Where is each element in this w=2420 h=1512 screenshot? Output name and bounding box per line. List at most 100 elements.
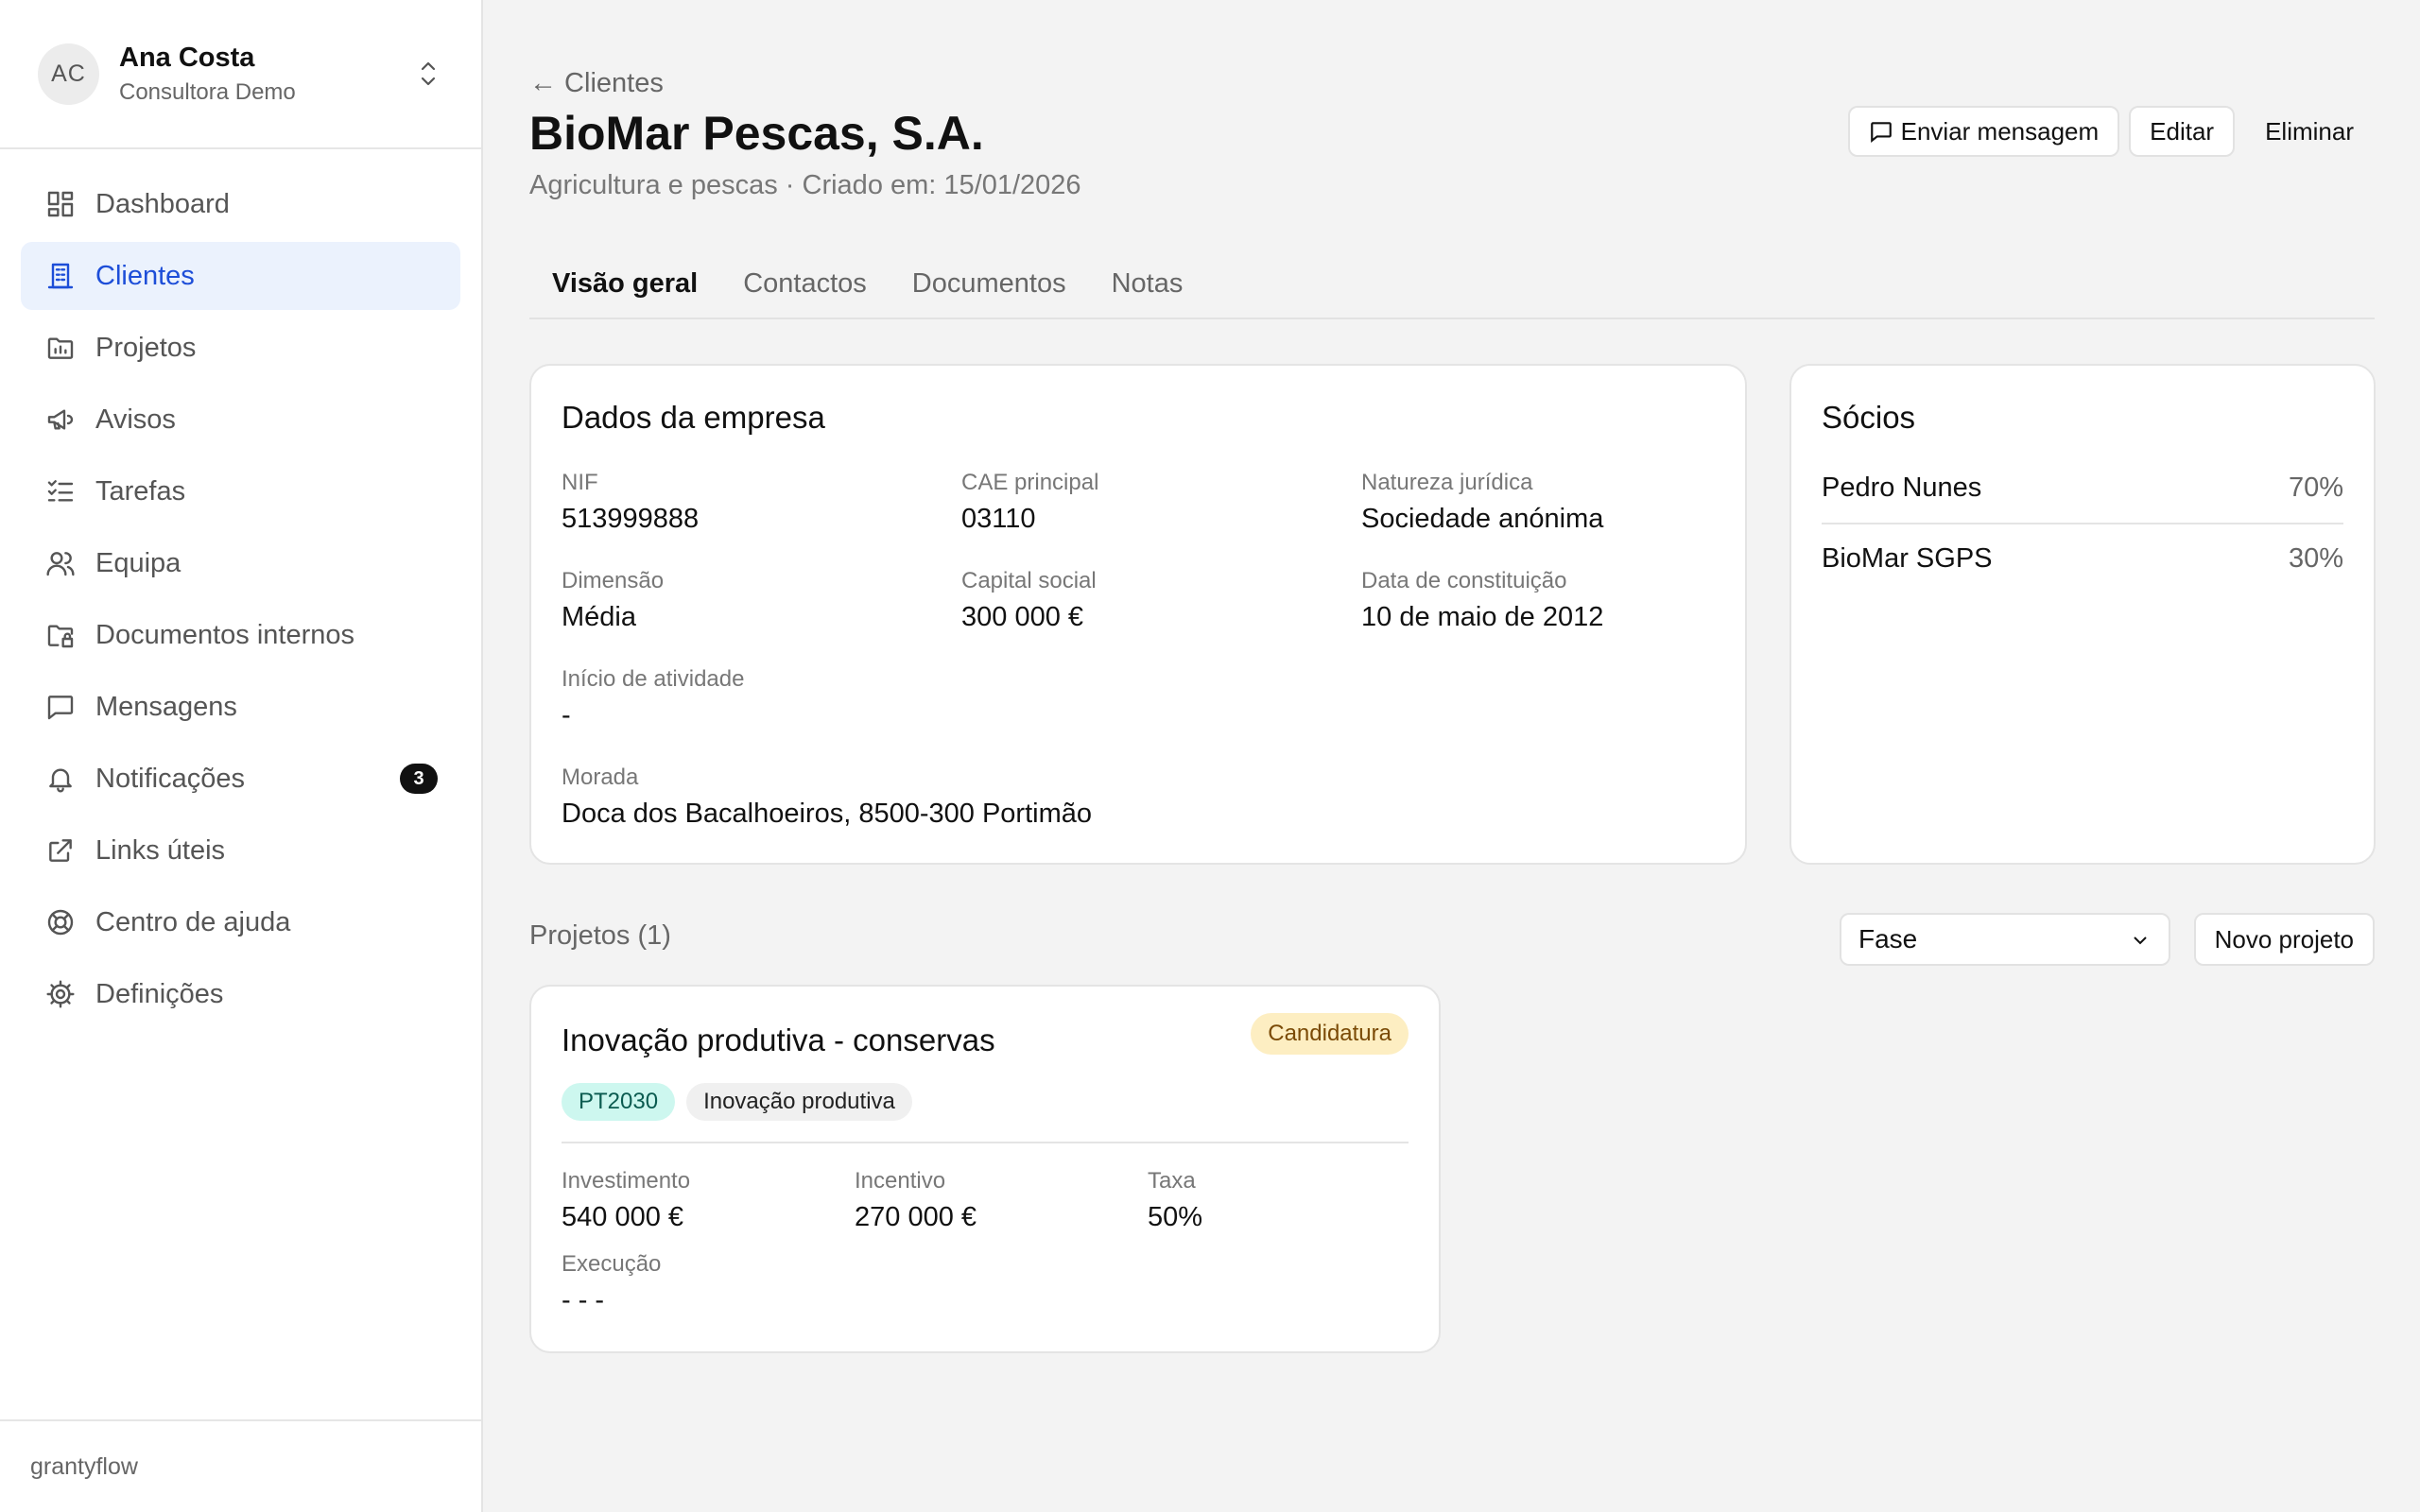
sidebar-item-centro-de-ajuda[interactable]: Centro de ajuda	[21, 888, 460, 956]
partner-row: BioMar SGPS 30%	[1822, 523, 2343, 593]
chevron-up-down-icon[interactable]	[417, 57, 440, 91]
sidebar-item-avisos[interactable]: Avisos	[21, 386, 460, 454]
account-role: Consultora Demo	[119, 78, 296, 105]
gear-icon	[45, 979, 76, 1009]
sidebar-item-tarefas[interactable]: Tarefas	[21, 457, 460, 525]
sidebar-item-label: Equipa	[95, 547, 182, 578]
field-value: 540 000 €	[562, 1202, 684, 1232]
sidebar-item-dashboard[interactable]: Dashboard	[21, 170, 460, 238]
folder-lock-icon	[45, 620, 76, 650]
field-investment: Investimento 540 000 €	[562, 1168, 690, 1233]
edit-button[interactable]: Editar	[2129, 106, 2236, 157]
project-title: Inovação produtiva - conservas	[562, 1022, 995, 1057]
field-label: Natureza jurídica	[1361, 470, 1533, 495]
field-value: 03110	[961, 504, 1036, 534]
field-value: Doca dos Bacalhoeiros, 8500-300 Portimão	[562, 799, 1092, 829]
users-icon	[45, 548, 76, 578]
dashboard-icon	[45, 189, 76, 219]
field-label: Capital social	[961, 568, 1097, 593]
sidebar-item-documentos-internos[interactable]: Documentos internos	[21, 601, 460, 669]
header-actions: Enviar mensagem Editar Eliminar	[1847, 106, 2375, 157]
sidebar-item-label: Tarefas	[95, 475, 186, 507]
sidebar-item-label: Projetos	[95, 332, 197, 363]
field-start: Início de atividade -	[562, 666, 744, 731]
tab-bar: Visão geral Contactos Documentos Notas	[529, 255, 2375, 319]
sidebar-item-label: Centro de ajuda	[95, 906, 291, 937]
field-label: Incentivo	[855, 1168, 946, 1194]
field-value: 10 de maio de 2012	[1361, 602, 1604, 632]
card-title: Dados da empresa	[562, 400, 825, 435]
new-project-button[interactable]: Novo projeto	[2193, 913, 2375, 966]
field-address: Morada Doca dos Bacalhoeiros, 8500-300 P…	[562, 765, 1092, 830]
building-icon	[45, 261, 76, 291]
field-label: Morada	[562, 765, 639, 790]
send-message-button[interactable]: Enviar mensagem	[1847, 106, 2120, 157]
card-title: Sócios	[1822, 400, 1916, 435]
field-nif: NIF 513999888	[562, 470, 699, 535]
notification-count-badge: 3	[400, 764, 438, 794]
field-founded: Data de constituição 10 de maio de 2012	[1361, 568, 1603, 633]
field-label: Início de atividade	[562, 666, 745, 692]
field-value: -	[562, 700, 571, 730]
bell-icon	[45, 764, 76, 794]
divider	[562, 1142, 1409, 1143]
field-value: 300 000 €	[961, 602, 1084, 632]
send-message-label: Enviar mensagem	[1900, 116, 2100, 146]
tab-visao-geral[interactable]: Visão geral	[552, 268, 699, 299]
tab-notas[interactable]: Notas	[1111, 268, 1184, 299]
message-icon	[1870, 122, 1892, 144]
sidebar-item-label: Clientes	[95, 260, 195, 291]
chevron-down-icon	[2134, 936, 2147, 945]
field-label: CAE principal	[961, 470, 1099, 495]
phase-badge: Candidatura	[1251, 1013, 1409, 1055]
field-size: Dimensão Média	[562, 568, 664, 633]
sidebar-item-clientes[interactable]: Clientes	[21, 242, 460, 310]
sidebar-nav: Dashboard Clientes Projetos Avisos Taref…	[0, 149, 481, 1028]
field-incentive: Incentivo 270 000 €	[855, 1168, 977, 1233]
field-value: Sociedade anónima	[1361, 504, 1604, 534]
delete-button[interactable]: Eliminar	[2244, 106, 2375, 157]
sidebar-item-label: Links úteis	[95, 834, 226, 866]
sidebar-item-definicoes[interactable]: Definições	[21, 960, 460, 1028]
folder-chart-icon	[45, 333, 76, 363]
sidebar-item-equipa[interactable]: Equipa	[21, 529, 460, 597]
field-cae: CAE principal 03110	[961, 470, 1098, 535]
phase-filter-select[interactable]: Fase	[1840, 913, 2170, 966]
partner-name: Pedro Nunes	[1822, 472, 1982, 503]
field-label: Investimento	[562, 1168, 691, 1194]
projects-header: Projetos (1) Fase Novo projeto	[529, 913, 2375, 966]
account-name: Ana Costa	[119, 42, 255, 73]
partner-name: BioMar SGPS	[1822, 542, 1993, 574]
sidebar-item-label: Notificações	[95, 763, 245, 794]
brand-logo: grantyflow	[0, 1419, 481, 1512]
program-tag: PT2030	[562, 1083, 676, 1121]
tab-documentos[interactable]: Documentos	[911, 268, 1066, 299]
breadcrumb-back-link[interactable]: ← Clientes	[529, 68, 664, 98]
account-switcher[interactable]: AC Ana Costa Consultora Demo	[0, 0, 481, 149]
sidebar: AC Ana Costa Consultora Demo Dashboard C…	[0, 0, 483, 1512]
field-label: Dimensão	[562, 568, 665, 593]
field-value: 50%	[1148, 1202, 1203, 1232]
message-icon	[45, 692, 76, 722]
avatar: AC	[38, 43, 99, 105]
tab-contactos[interactable]: Contactos	[743, 268, 867, 299]
sidebar-item-mensagens[interactable]: Mensagens	[21, 673, 460, 741]
partner-row: Pedro Nunes 70%	[1822, 453, 2343, 523]
field-label: NIF	[562, 470, 598, 495]
field-capital: Capital social 300 000 €	[961, 568, 1097, 633]
page-title: BioMar Pescas, S.A.	[529, 107, 984, 160]
project-card[interactable]: Inovação produtiva - conservas Candidatu…	[529, 985, 1441, 1353]
field-execution: Execução - - -	[562, 1251, 661, 1316]
sidebar-item-label: Mensagens	[95, 691, 237, 722]
projects-title: Projetos (1)	[529, 920, 671, 951]
sidebar-item-label: Dashboard	[95, 188, 230, 219]
sidebar-item-projetos[interactable]: Projetos	[21, 314, 460, 382]
partner-share: 30%	[2288, 542, 2343, 574]
field-rate: Taxa 50%	[1148, 1168, 1202, 1233]
field-value: Média	[562, 602, 636, 632]
sidebar-item-links-uteis[interactable]: Links úteis	[21, 816, 460, 885]
life-buoy-icon	[45, 907, 76, 937]
field-value: - - -	[562, 1285, 605, 1315]
sidebar-item-notificacoes[interactable]: Notificações 3	[21, 745, 460, 813]
sidebar-item-label: Documentos internos	[95, 619, 355, 650]
